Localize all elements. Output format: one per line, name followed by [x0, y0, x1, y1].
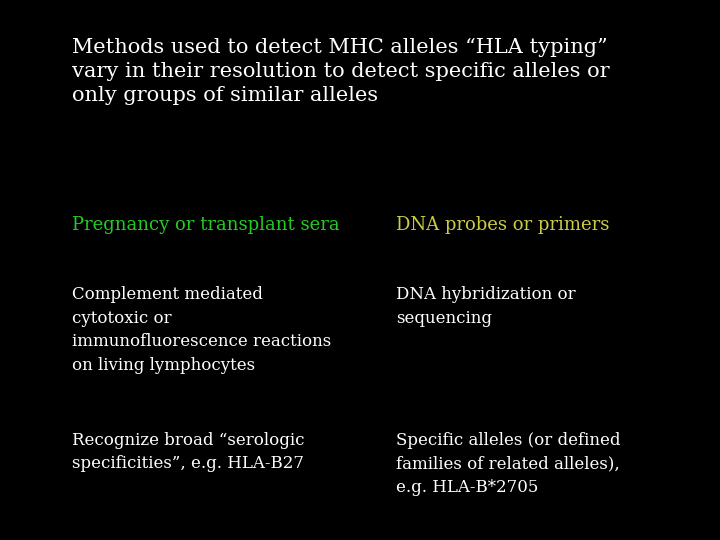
- Text: Pregnancy or transplant sera: Pregnancy or transplant sera: [72, 216, 340, 234]
- Text: Complement mediated
cytotoxic or
immunofluorescence reactions
on living lymphocy: Complement mediated cytotoxic or immunof…: [72, 286, 331, 374]
- Text: DNA probes or primers: DNA probes or primers: [396, 216, 609, 234]
- Text: Methods used to detect MHC alleles “HLA typing”
vary in their resolution to dete: Methods used to detect MHC alleles “HLA …: [72, 38, 610, 105]
- Text: Recognize broad “serologic
specificities”, e.g. HLA-B27: Recognize broad “serologic specificities…: [72, 432, 305, 472]
- Text: DNA hybridization or
sequencing: DNA hybridization or sequencing: [396, 286, 575, 327]
- Text: Specific alleles (or defined
families of related alleles),
e.g. HLA-B*2705: Specific alleles (or defined families of…: [396, 432, 621, 496]
